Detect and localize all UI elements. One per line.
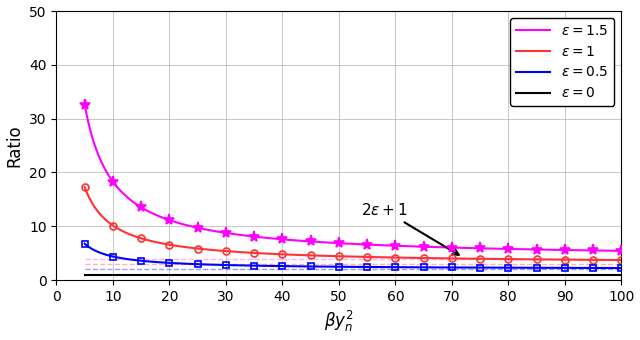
- $\epsilon =1.5$: [81, 103, 88, 107]
- $\epsilon =0.5$: [328, 265, 335, 269]
- $\epsilon =0.5$: [602, 266, 609, 270]
- Line: $\epsilon =1$: $\epsilon =1$: [84, 187, 621, 260]
- Line: $\epsilon =1.5$: $\epsilon =1.5$: [84, 105, 621, 251]
- Y-axis label: Ratio: Ratio: [6, 124, 24, 167]
- $\epsilon =1$: [602, 258, 609, 262]
- $\epsilon =0.5$: [81, 242, 88, 246]
- $\epsilon =1$: [618, 258, 625, 262]
- $\epsilon =0.5$: [618, 266, 625, 270]
- $\epsilon =0.5$: [342, 265, 349, 269]
- $\epsilon =1$: [108, 223, 116, 227]
- X-axis label: $\beta y_n^2$: $\beta y_n^2$: [324, 309, 354, 335]
- $\epsilon =1$: [328, 254, 335, 258]
- $\epsilon =1$: [81, 185, 88, 189]
- $\epsilon =1.5$: [328, 241, 335, 245]
- $\epsilon =1.5$: [618, 249, 625, 253]
- $\epsilon =1.5$: [602, 249, 609, 253]
- $\epsilon =1.5$: [503, 247, 511, 251]
- $\epsilon =1.5$: [108, 178, 116, 183]
- $\epsilon =1$: [503, 257, 511, 261]
- Legend: $\epsilon =1.5$, $\epsilon =1$, $\epsilon =0.5$, $\epsilon =0$: $\epsilon =1.5$, $\epsilon =1$, $\epsilo…: [510, 18, 614, 106]
- $\epsilon =0.5$: [602, 266, 609, 270]
- $\epsilon =1.5$: [602, 249, 609, 253]
- Line: $\epsilon =0.5$: $\epsilon =0.5$: [84, 244, 621, 268]
- $\epsilon =1$: [602, 258, 609, 262]
- $\epsilon =1.5$: [342, 241, 349, 245]
- $\epsilon =1$: [342, 254, 349, 258]
- $\epsilon =0.5$: [108, 254, 116, 258]
- Text: $2\epsilon +1$: $2\epsilon +1$: [360, 202, 459, 255]
- $\epsilon =0.5$: [503, 266, 511, 270]
